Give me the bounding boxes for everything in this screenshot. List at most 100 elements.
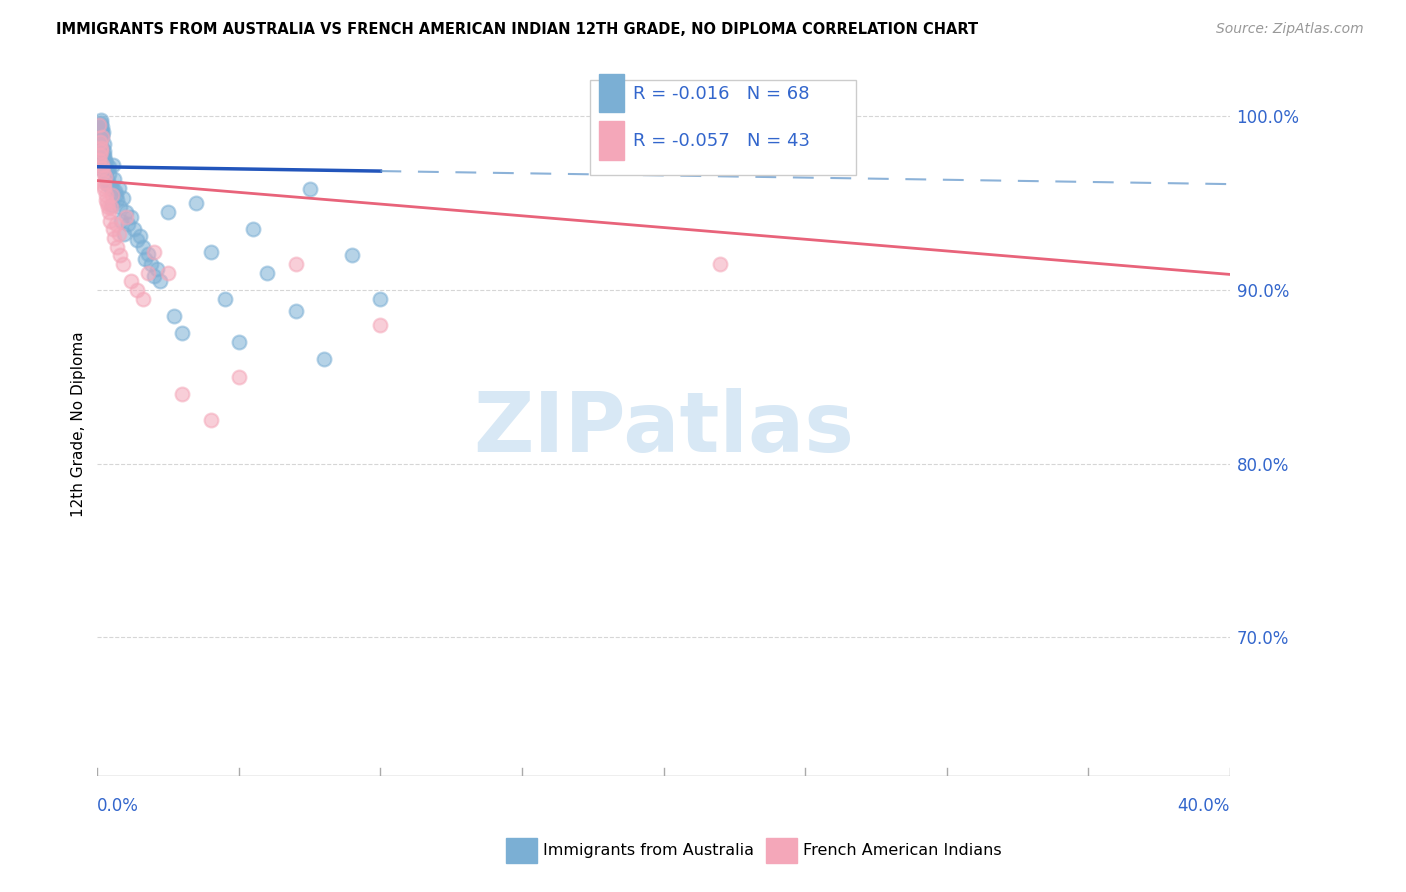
Point xyxy=(90,116,112,130)
Point xyxy=(97,200,120,214)
Point xyxy=(100,187,122,202)
Point xyxy=(87,161,110,176)
Point xyxy=(93,175,115,189)
Point xyxy=(101,198,124,212)
Text: 0.0%: 0.0% xyxy=(97,797,139,815)
Point xyxy=(186,196,208,211)
Point xyxy=(242,222,264,236)
Point xyxy=(596,109,619,123)
Point xyxy=(87,118,110,132)
Point xyxy=(105,239,128,253)
Point xyxy=(94,187,117,202)
Point xyxy=(114,205,136,219)
Point xyxy=(100,182,122,196)
Point xyxy=(340,248,363,262)
Point xyxy=(101,222,124,236)
Point xyxy=(90,127,112,141)
Point xyxy=(89,118,111,132)
Point xyxy=(114,210,136,224)
Point xyxy=(131,239,153,253)
Point xyxy=(91,165,114,179)
Point xyxy=(90,130,112,145)
Point xyxy=(100,200,122,214)
Point xyxy=(157,205,180,219)
Point xyxy=(136,246,159,260)
Point xyxy=(105,193,128,207)
Point xyxy=(120,210,142,224)
Text: 40.0%: 40.0% xyxy=(1177,797,1230,815)
Point xyxy=(214,292,236,306)
Point xyxy=(93,182,115,196)
Point xyxy=(96,163,118,178)
Point xyxy=(228,335,250,350)
Point xyxy=(103,172,125,186)
Point xyxy=(284,304,307,318)
Point xyxy=(93,158,115,172)
Point xyxy=(87,153,110,167)
Point xyxy=(104,184,127,198)
Point xyxy=(97,174,120,188)
Point xyxy=(370,318,392,332)
Point xyxy=(110,213,132,227)
Point xyxy=(97,205,120,219)
Point xyxy=(90,123,112,137)
Point xyxy=(107,180,129,194)
Point xyxy=(89,136,111,150)
Point xyxy=(91,147,114,161)
Point xyxy=(90,112,112,127)
Point xyxy=(104,187,127,202)
Point xyxy=(94,153,117,167)
Point xyxy=(107,227,129,242)
Point xyxy=(94,156,117,170)
Point xyxy=(98,167,121,181)
Point xyxy=(125,233,148,247)
Point xyxy=(98,213,121,227)
Point xyxy=(122,222,145,236)
Point xyxy=(200,413,222,427)
Point xyxy=(143,269,166,284)
Point xyxy=(91,125,114,139)
Point xyxy=(103,231,125,245)
Text: Source: ZipAtlas.com: Source: ZipAtlas.com xyxy=(1216,22,1364,37)
Point xyxy=(111,191,134,205)
Point xyxy=(163,309,186,323)
Point xyxy=(91,161,114,176)
Point xyxy=(146,262,169,277)
Point xyxy=(136,266,159,280)
Point xyxy=(128,229,150,244)
Point xyxy=(112,227,135,242)
Point xyxy=(370,292,392,306)
Point xyxy=(256,266,278,280)
Point xyxy=(104,217,127,231)
Point xyxy=(108,200,131,214)
Point xyxy=(89,147,111,161)
Point xyxy=(101,158,124,172)
Point xyxy=(89,136,111,150)
Point xyxy=(94,170,117,185)
Point xyxy=(87,153,110,167)
Point xyxy=(91,120,114,134)
Text: ZIPatlas: ZIPatlas xyxy=(472,388,853,469)
Point xyxy=(96,193,118,207)
FancyBboxPatch shape xyxy=(599,73,624,112)
Point xyxy=(89,128,111,143)
Point xyxy=(284,257,307,271)
Point xyxy=(709,257,731,271)
Point xyxy=(143,244,166,259)
Point xyxy=(157,266,180,280)
Point xyxy=(93,147,115,161)
Point xyxy=(93,178,115,193)
Text: R = -0.016   N = 68: R = -0.016 N = 68 xyxy=(633,85,810,103)
Point xyxy=(97,160,120,174)
Text: French American Indians: French American Indians xyxy=(803,844,1001,858)
Point xyxy=(139,257,162,271)
Point xyxy=(172,387,194,401)
Point xyxy=(120,274,142,288)
Text: Immigrants from Australia: Immigrants from Australia xyxy=(543,844,754,858)
Point xyxy=(89,121,111,136)
Text: R = -0.057   N = 43: R = -0.057 N = 43 xyxy=(633,132,810,151)
FancyBboxPatch shape xyxy=(591,80,856,175)
Point xyxy=(108,248,131,262)
Point xyxy=(117,217,139,231)
Point xyxy=(298,182,321,196)
